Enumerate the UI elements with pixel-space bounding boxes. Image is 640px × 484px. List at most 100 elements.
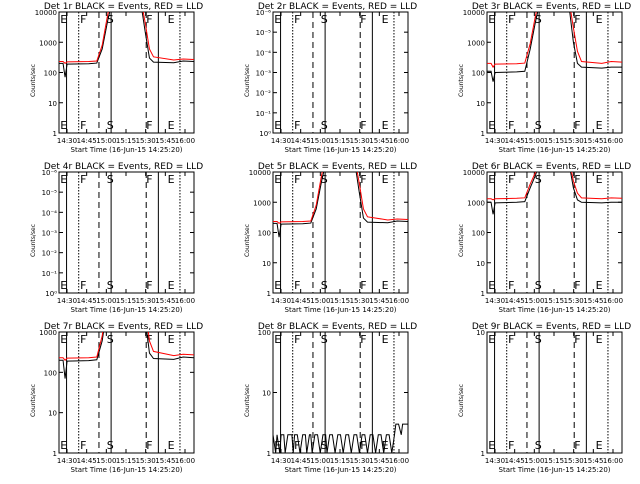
phase-marker-top: S [107, 333, 114, 346]
phase-marker-top: E [274, 173, 281, 186]
phase-marker-bottom: E [168, 439, 175, 452]
x-tick-label: 15:00 [524, 457, 544, 465]
y-tick-label: 1000 [467, 39, 485, 47]
x-tick-label: 15:15 [116, 297, 136, 305]
y-tick-label: 10 [262, 390, 271, 398]
plot-frame [487, 332, 622, 453]
chart-panel-8: Det 8r BLACK = Events, RED = LLD 1 10 100 14… [244, 322, 417, 474]
phase-marker-bottom: E [60, 439, 67, 452]
x-tick-label: 14:30 [57, 137, 77, 145]
y-tick-label: 10⁻³ [256, 70, 272, 78]
phase-marker-bottom: F [574, 439, 580, 452]
y-tick-label: 10⁻³ [42, 230, 58, 238]
phase-marker-bottom: F [146, 119, 152, 132]
phase-marker-top: E [596, 333, 603, 346]
phase-marker-top: E [168, 333, 175, 346]
chart-title: Det 1r BLACK = Events, RED = LLD [44, 2, 203, 12]
y-tick-label: 1000 [39, 39, 57, 47]
phase-marker-bottom: S [535, 119, 542, 132]
plot-frame [273, 172, 408, 293]
chart-title: Det 5r BLACK = Events, RED = LLD [258, 162, 417, 172]
x-tick-label: 14:45 [505, 137, 525, 145]
x-tick-label: 15:00 [310, 137, 330, 145]
y-axis-label: Counts/sec [244, 224, 251, 257]
x-tick-label: 15:30 [350, 297, 370, 305]
y-axis-label: Counts/sec [244, 384, 251, 417]
y-tick-label: 10 [476, 329, 485, 337]
chart-title: Det 4r BLACK = Events, RED = LLD [44, 162, 203, 172]
chart-title: Det 9r BLACK = Events, RED = LLD [472, 322, 631, 332]
x-tick-label: 15:45 [369, 297, 389, 305]
phase-marker-top: S [107, 173, 114, 186]
phase-marker-bottom: E [488, 119, 495, 132]
x-tick-label: 15:00 [96, 457, 116, 465]
x-tick-label: 15:15 [544, 457, 564, 465]
phase-marker-bottom: S [107, 279, 114, 292]
y-tick-label: 10⁻¹ [256, 110, 272, 118]
x-axis-label: Start Time (16-Jun-15 14:25:20) [285, 146, 397, 154]
y-tick-label: 10 [476, 260, 485, 268]
phase-marker-top: F [80, 173, 86, 186]
y-axis-label: Counts/sec [458, 384, 465, 417]
y-tick-label: 10000 [463, 169, 485, 177]
x-tick-label: 15:00 [524, 297, 544, 305]
phase-marker-bottom: S [535, 279, 542, 292]
y-tick-label: 1000 [467, 199, 485, 207]
phase-marker-top: F [574, 333, 580, 346]
phase-marker-top: F [574, 13, 580, 26]
x-axis-label: Start Time (16-Jun-15 14:25:20) [499, 306, 611, 314]
x-tick-label: 16:00 [175, 137, 195, 145]
y-tick-label: 10⁻² [256, 90, 272, 98]
x-tick-label: 15:30 [136, 457, 156, 465]
chart-title: Det 7r BLACK = Events, RED = LLD [44, 322, 203, 332]
x-tick-label: 14:30 [271, 457, 291, 465]
x-tick-label: 15:45 [369, 457, 389, 465]
x-tick-label: 16:00 [389, 297, 409, 305]
phase-marker-bottom: F [360, 119, 366, 132]
phase-marker-bottom: F [294, 279, 300, 292]
chart-panel-3: Det 3r BLACK = Events, RED = LLD11010010… [458, 0, 631, 154]
x-tick-label: 15:30 [564, 297, 584, 305]
phase-marker-top: F [360, 333, 366, 346]
phase-marker-bottom: F [574, 279, 580, 292]
y-tick-label: 10⁻⁶ [256, 9, 272, 17]
phase-marker-bottom: F [80, 279, 86, 292]
chart-panel-2: Det 2r BLACK = Events, RED = LLD 10⁰ 10⁻¹ 1… [244, 2, 417, 154]
y-tick-label: 10⁻⁶ [42, 169, 58, 177]
phase-marker-bottom: S [321, 119, 328, 132]
y-axis-label: Counts/sec [30, 64, 37, 97]
x-tick-label: 15:00 [524, 137, 544, 145]
phase-marker-top: F [360, 173, 366, 186]
phase-marker-bottom: S [107, 119, 114, 132]
x-tick-label: 15:15 [116, 457, 136, 465]
phase-marker-top: F [146, 13, 152, 26]
y-tick-label: 10⁻⁵ [256, 29, 272, 37]
phase-marker-top: E [274, 13, 281, 26]
x-tick-label: 15:30 [136, 297, 156, 305]
phase-marker-bottom: F [146, 279, 152, 292]
phase-marker-top: F [508, 333, 514, 346]
y-axis-label: Counts/sec [30, 224, 37, 257]
x-tick-label: 15:15 [544, 137, 564, 145]
x-tick-label: 16:00 [389, 457, 409, 465]
x-tick-label: 14:45 [77, 457, 97, 465]
y-tick-label: 10 [262, 260, 271, 268]
x-axis-label: Start Time (16-Jun-15 14:25:20) [285, 466, 397, 474]
phase-marker-bottom: E [274, 119, 281, 132]
x-tick-label: 14:45 [505, 297, 525, 305]
y-tick-label: 10⁻¹ [42, 270, 58, 278]
plot-frame [59, 332, 194, 453]
phase-marker-bottom: E [168, 279, 175, 292]
phase-marker-bottom: F [146, 439, 152, 452]
x-tick-label: 14:30 [271, 137, 291, 145]
y-tick-label: 10⁰ [45, 290, 57, 298]
phase-marker-bottom: E [60, 279, 67, 292]
phase-marker-bottom: F [508, 119, 514, 132]
x-tick-label: 15:15 [116, 137, 136, 145]
x-tick-label: 14:45 [505, 457, 525, 465]
plot-frame [59, 12, 194, 133]
phase-marker-top: E [596, 13, 603, 26]
x-tick-label: 14:30 [485, 137, 505, 145]
plot-frame [59, 172, 194, 293]
chart-title: Det 2r BLACK = Events, RED = LLD [258, 2, 417, 12]
